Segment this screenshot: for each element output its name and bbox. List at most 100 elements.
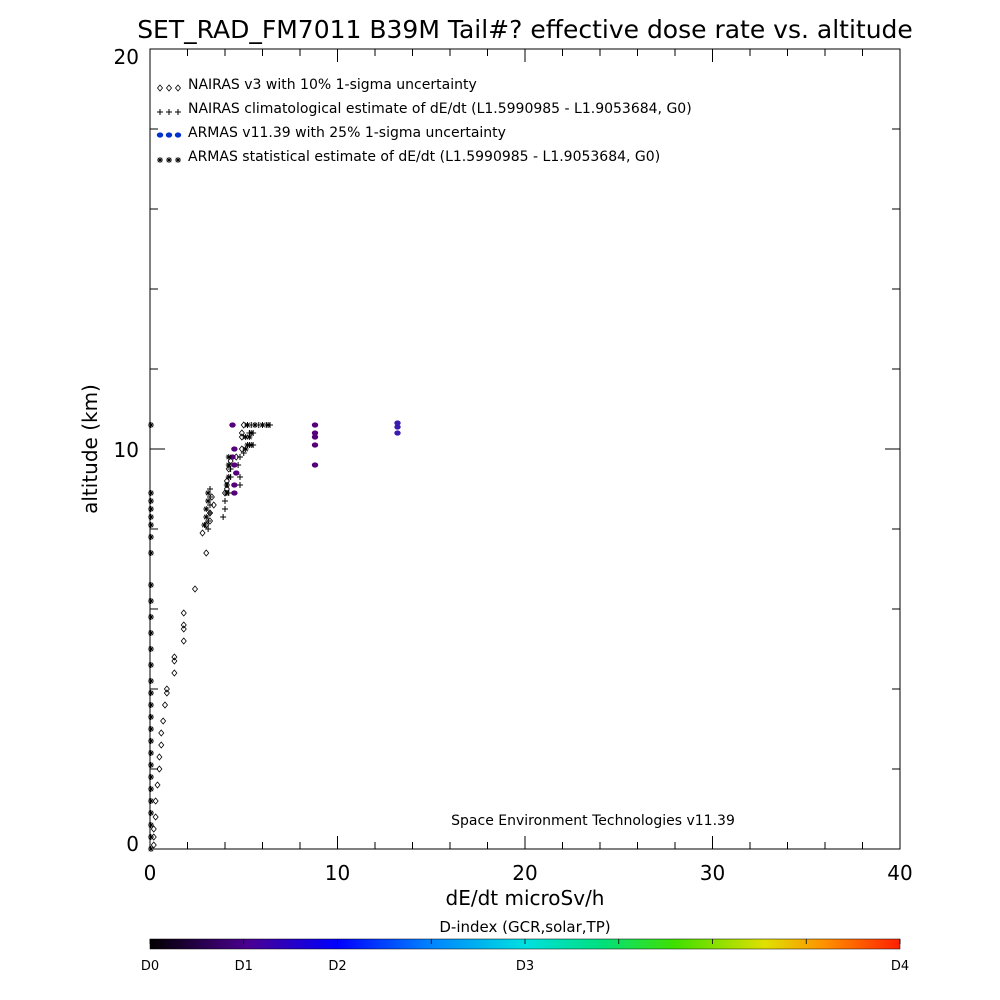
data-point-asterisk-1 [147,834,154,840]
y-tick-label-0: 0 [126,832,139,856]
data-point-asterisk-21 [147,550,154,556]
data-point-diamond-14 [171,669,178,677]
colorbar-label-d2: D2 [328,959,346,974]
data-point-asterisk-0 [147,846,154,852]
data-point-asterisk-23 [147,522,154,528]
x-tick-label-40: 40 [887,861,912,885]
data-point-asterisk-26 [147,498,154,504]
data-point-diamond-11 [161,701,169,709]
data-point-dot-4 [229,454,236,460]
colorbar-label-d3: D3 [516,959,534,974]
data-point-asterisk-45 [244,422,251,428]
legend-label-armas-statistical: ARMAS statistical estimate of dE/dt (L1.… [188,149,660,165]
colorbar-label-d0: D0 [141,959,159,974]
data-point-asterisk-12 [147,702,154,708]
data-point-diamond-37 [238,429,245,437]
data-point-dot-10 [311,430,319,436]
data-point-dot-3 [231,462,238,468]
legend-label-nairas-climatological: NAIRAS climatological estimate of dE/dt … [188,101,692,117]
legend-marker-dot [174,132,182,138]
legend-marker-diamond [156,84,164,92]
data-point-asterisk-44 [248,430,255,436]
data-point-dot-8 [311,442,319,448]
data-point-diamond-13 [163,685,170,693]
data-point-diamond-20 [180,609,187,617]
data-point-asterisk-3 [147,810,154,816]
data-point-asterisk-35 [223,482,230,488]
data-point-asterisk-7 [147,762,154,768]
data-point-diamond-15 [171,657,178,665]
data-point-dot-2 [233,470,240,476]
data-point-asterisk-39 [242,446,249,452]
data-point-asterisk-46 [252,422,258,428]
data-point-asterisk-40 [244,442,251,448]
data-point-plus-15 [237,482,243,488]
legend-marker-diamond [174,84,182,92]
data-point-asterisk-43 [246,434,253,440]
data-point-plus-2 [207,510,213,516]
data-point-diamond-23 [199,529,206,537]
data-point-diamond-17 [180,637,187,645]
data-point-diamond-6 [156,765,163,773]
data-point-asterisk-25 [147,506,154,512]
data-point-diamond-27 [210,501,217,509]
data-point-asterisk-13 [147,690,154,696]
data-point-asterisk-38 [225,454,232,460]
data-point-dot-7 [311,462,319,468]
data-point-asterisk-36 [225,474,232,480]
data-point-asterisk-4 [147,798,154,804]
data-point-asterisk-6 [147,774,154,780]
data-point-asterisk-2 [147,822,154,828]
legend-label-nairas-v3: NAIRAS v3 with 10% 1-sigma uncertainty [188,77,477,93]
legend-label-armas: ARMAS v11.39 with 25% 1-sigma uncertaint… [188,125,506,141]
data-point-dot-1 [231,482,238,488]
x-tick-label-20: 20 [512,861,537,885]
data-point-diamond-21 [191,585,199,593]
data-point-diamond-4 [152,797,159,805]
data-point-asterisk-11 [147,714,154,720]
chart-title: SET_RAD_FM7011 B39M Tail#? effective dos… [137,15,913,44]
legend-symbol-armas-statistical [157,157,181,163]
data-point-dot-5 [231,446,238,452]
legend: NAIRAS v3 with 10% 1-sigma uncertainty N… [156,77,692,165]
data-point-diamond-35 [238,445,245,453]
data-point-diamond-19 [180,621,187,629]
data-point-asterisk-48 [265,422,272,428]
data-point-plus-14 [237,454,243,460]
data-point-diamond-2 [150,825,157,833]
legend-marker-plus [157,109,163,115]
x-tick-label-10: 10 [325,861,350,885]
data-point-dot-13 [394,424,401,430]
y-tick-label-10: 10 [114,438,139,462]
y-axis-label: altitude (km) [78,384,102,514]
data-point-asterisk-17 [147,630,154,636]
data-point-asterisk-15 [147,662,154,668]
legend-marker-dot [165,132,173,138]
data-point-diamond-3 [152,813,159,821]
x-tick-label-30: 30 [700,861,725,885]
data-point-asterisk-8 [147,750,154,756]
data-point-asterisk-20 [147,582,154,588]
x-tick-label-0: 0 [144,861,157,885]
credit-annotation: Space Environment Technologies v11.39 [451,813,735,829]
data-point-asterisk-31 [203,506,210,512]
data-point-asterisk-33 [205,490,212,496]
legend-marker-asterisk [175,157,181,163]
data-point-dot-14 [394,420,401,426]
data-point-diamond-10 [160,717,167,725]
data-point-diamond-38 [240,421,247,429]
legend-symbol-nairas-v3 [156,84,182,92]
colorbar-title: D-index (GCR,solar,TP) [439,918,610,936]
colorbar-label-d4: D4 [891,959,909,974]
data-point-diamond-9 [158,729,165,737]
legend-marker-diamond [165,84,173,92]
data-point-plus-8 [222,498,228,504]
legend-marker-asterisk [166,157,172,163]
data-point-asterisk-34 [223,490,230,496]
data-point-asterisk-18 [147,614,154,620]
data-point-dot-0 [231,490,238,496]
data-point-asterisk-5 [147,786,154,792]
data-point-asterisk-19 [147,598,154,604]
data-point-asterisk-28 [147,422,154,428]
